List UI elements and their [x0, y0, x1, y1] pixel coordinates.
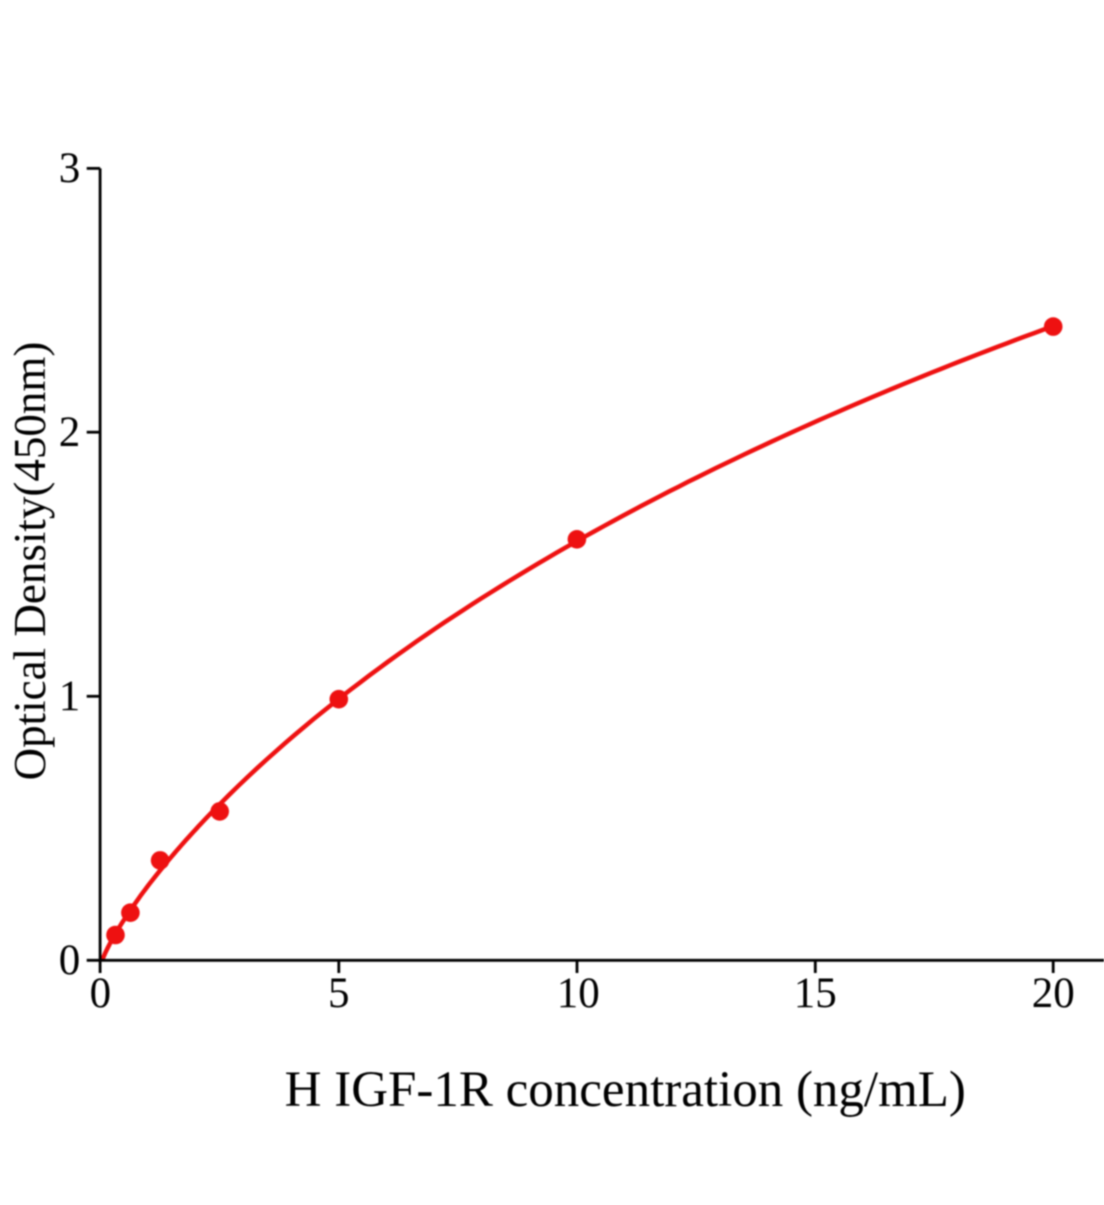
svg-text:5: 5: [328, 970, 350, 1017]
svg-text:0: 0: [90, 970, 112, 1017]
svg-text:20: 20: [1032, 970, 1075, 1017]
svg-text:2: 2: [59, 409, 81, 456]
svg-text:1: 1: [59, 673, 81, 720]
svg-text:H IGF-1R concentration (ng/mL): H IGF-1R concentration (ng/mL): [285, 1062, 966, 1118]
svg-text:10: 10: [557, 970, 600, 1017]
svg-text:15: 15: [794, 970, 837, 1017]
svg-text:0: 0: [59, 937, 81, 984]
svg-text:3: 3: [59, 145, 81, 192]
svg-text:Optical Density(450nm): Optical Density(450nm): [5, 342, 55, 781]
